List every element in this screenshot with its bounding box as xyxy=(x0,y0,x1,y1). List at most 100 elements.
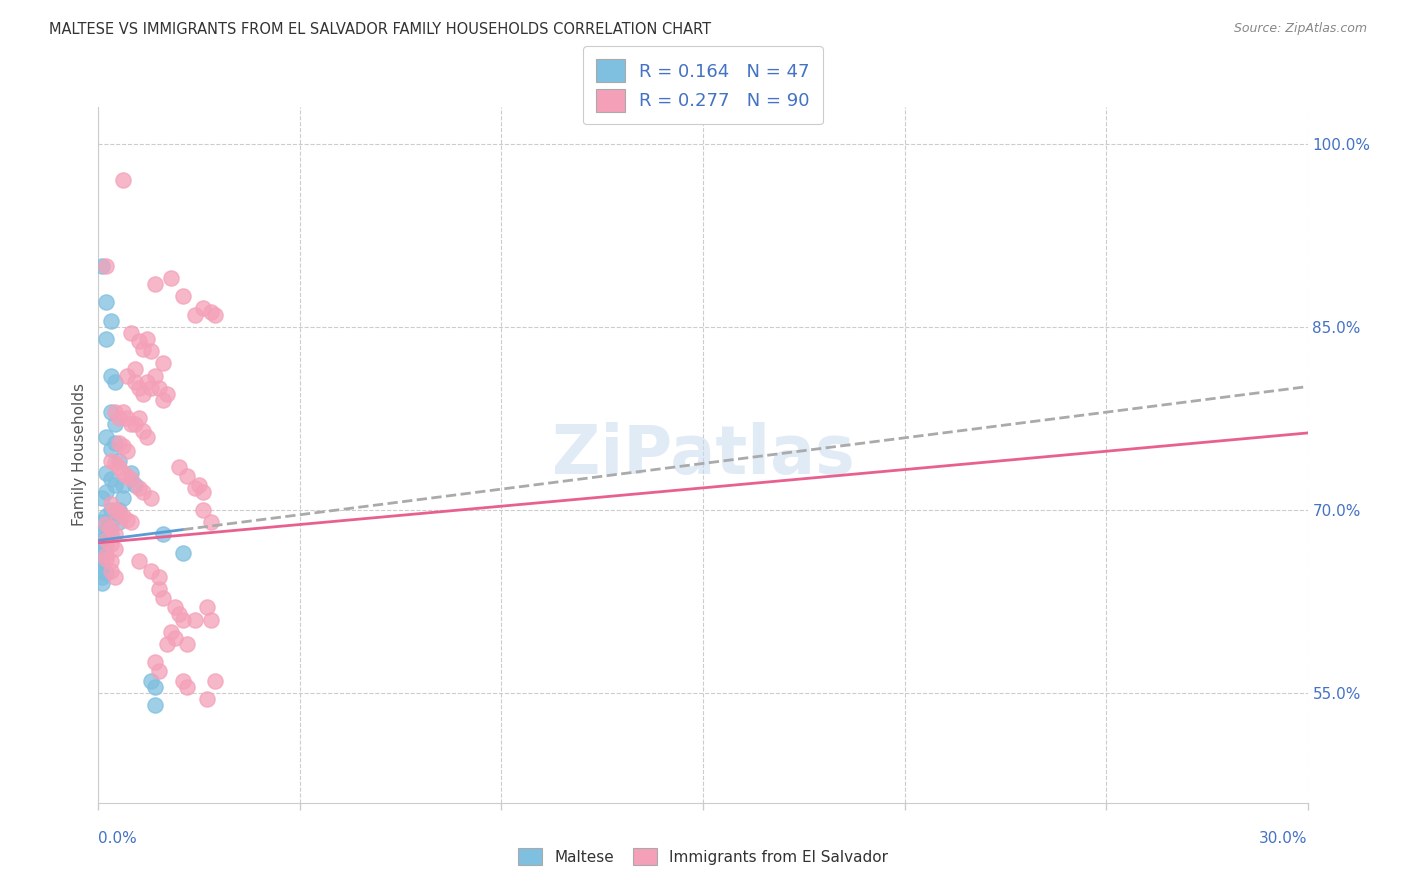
Point xyxy=(152,356,174,370)
Point xyxy=(96,259,118,273)
Point xyxy=(96,467,118,481)
Point xyxy=(100,497,122,511)
Point xyxy=(128,411,150,425)
Point xyxy=(111,508,134,523)
Point xyxy=(143,656,166,670)
Point xyxy=(100,313,122,327)
Point xyxy=(152,527,174,541)
Point xyxy=(91,515,114,529)
Point xyxy=(120,326,142,340)
Point xyxy=(111,405,134,419)
Point xyxy=(120,467,142,481)
Point xyxy=(172,289,194,303)
Point xyxy=(135,375,157,389)
Point xyxy=(184,308,207,322)
Point xyxy=(167,460,190,475)
Point xyxy=(184,481,207,495)
Point xyxy=(204,308,226,322)
Point xyxy=(128,481,150,495)
Point xyxy=(115,513,138,527)
Point xyxy=(139,381,162,395)
Point xyxy=(152,392,174,407)
Point xyxy=(103,503,125,517)
Point xyxy=(176,468,198,483)
Point xyxy=(91,558,114,572)
Point xyxy=(120,472,142,486)
Point xyxy=(111,439,134,453)
Point xyxy=(163,631,186,645)
Point xyxy=(103,541,125,556)
Point xyxy=(193,301,215,316)
Point xyxy=(139,344,162,359)
Point xyxy=(188,478,211,492)
Point xyxy=(143,277,166,291)
Point xyxy=(152,591,174,605)
Point xyxy=(184,613,207,627)
Point xyxy=(103,405,125,419)
Point xyxy=(111,173,134,187)
Point xyxy=(143,698,166,713)
Point xyxy=(96,295,118,310)
Point xyxy=(96,429,118,443)
Point xyxy=(100,368,122,383)
Point xyxy=(91,537,114,551)
Point xyxy=(148,381,170,395)
Point xyxy=(120,417,142,432)
Point xyxy=(124,362,146,376)
Point xyxy=(195,600,218,615)
Point xyxy=(100,554,122,568)
Point xyxy=(172,545,194,559)
Point xyxy=(111,491,134,505)
Point xyxy=(200,305,222,319)
Point xyxy=(143,680,166,694)
Point xyxy=(103,417,125,432)
Text: 30.0%: 30.0% xyxy=(1260,830,1308,846)
Point xyxy=(91,491,114,505)
Point xyxy=(96,533,118,548)
Point xyxy=(195,692,218,706)
Point xyxy=(91,554,114,568)
Y-axis label: Family Households: Family Households xyxy=(72,384,87,526)
Point xyxy=(200,515,222,529)
Point xyxy=(100,527,122,541)
Legend: Maltese, Immigrants from El Salvador: Maltese, Immigrants from El Salvador xyxy=(512,842,894,871)
Point xyxy=(96,517,118,532)
Point xyxy=(139,673,162,688)
Point xyxy=(124,375,146,389)
Point xyxy=(103,375,125,389)
Point xyxy=(120,515,142,529)
Point xyxy=(115,368,138,383)
Point xyxy=(103,435,125,450)
Point xyxy=(135,429,157,443)
Point xyxy=(115,444,138,458)
Point xyxy=(167,607,190,621)
Point xyxy=(91,527,114,541)
Point xyxy=(132,342,155,356)
Point xyxy=(148,582,170,597)
Point xyxy=(128,381,150,395)
Point xyxy=(96,521,118,535)
Point xyxy=(193,484,215,499)
Point xyxy=(96,548,118,562)
Point xyxy=(100,521,122,535)
Point xyxy=(96,508,118,523)
Point xyxy=(100,442,122,456)
Point xyxy=(91,564,114,578)
Point xyxy=(160,624,183,639)
Point xyxy=(100,405,122,419)
Point xyxy=(100,472,122,486)
Point xyxy=(91,533,114,548)
Point xyxy=(204,673,226,688)
Point xyxy=(107,503,129,517)
Legend: R = 0.164   N = 47, R = 0.277   N = 90: R = 0.164 N = 47, R = 0.277 N = 90 xyxy=(583,46,823,125)
Point xyxy=(100,454,122,468)
Point xyxy=(96,566,118,581)
Point xyxy=(107,454,129,468)
Point xyxy=(124,478,146,492)
Point xyxy=(148,664,170,678)
Point xyxy=(176,637,198,651)
Point xyxy=(172,673,194,688)
Point xyxy=(100,537,122,551)
Point xyxy=(96,332,118,346)
Point xyxy=(139,491,162,505)
